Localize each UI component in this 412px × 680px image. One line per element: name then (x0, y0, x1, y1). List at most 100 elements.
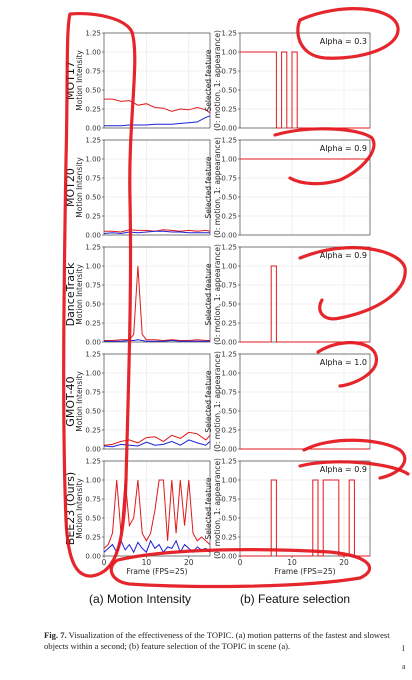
right-panel-4: 0.00 0.25 0.50 0.75 1.00 1.25 Selected feature… (204, 458, 371, 576)
y-tick-label: 0.25 (221, 213, 237, 221)
annotation-stroke (109, 548, 372, 589)
plot-frame (239, 353, 371, 450)
y-tick-label: 0.00 (221, 125, 237, 133)
y-axis-label: Motion Intensity (75, 157, 84, 218)
scene-label: GMOT-40 (64, 376, 77, 426)
left-panel-2: 0.00 0.25 0.50 0.75 1.00 1.25 Motion Intensity (75, 244, 211, 347)
x-tick-label: 20 (339, 558, 349, 567)
y-tick-label: 1.25 (85, 30, 101, 38)
right-series-line-0 (240, 265, 370, 343)
y-tick-label: 1.00 (221, 156, 237, 164)
y-tick-label: 0.25 (221, 106, 237, 114)
y-tick-label: 0.00 (221, 339, 237, 347)
y-tick-label: 0.50 (221, 408, 237, 416)
y-axis-label-line1: Selected feature (204, 370, 213, 432)
y-tick-label: 1.25 (221, 458, 237, 466)
annotation-stroke (298, 460, 410, 476)
x-tick-label: 20 (184, 558, 194, 567)
y-tick-label: 0.00 (85, 446, 101, 454)
y-tick-label: 1.00 (85, 156, 101, 164)
y-axis-label: Motion Intensity (75, 371, 84, 432)
left-series-line-1 (104, 339, 210, 342)
y-tick-label: 0.50 (221, 301, 237, 309)
annotation-stroke (62, 12, 137, 578)
left-panel-3: 0.00 0.25 0.50 0.75 1.00 1.25 Motion Intensity (75, 351, 211, 454)
right-panel-0: 0.00 0.25 0.50 0.75 1.00 1.25 Selected feature… (204, 30, 371, 133)
x-axis-label: Frame (FPS=25) (126, 567, 187, 576)
right-panel-2: 0.00 0.25 0.50 0.75 1.00 1.25 Selected feature… (204, 244, 371, 347)
y-tick-label: 0.25 (85, 427, 101, 435)
left-panel-0: 0.00 0.25 0.50 0.75 1.00 1.25 Motion Intensity (75, 30, 211, 133)
y-tick-label: 0.75 (85, 68, 101, 76)
y-tick-label: 0.50 (221, 515, 237, 523)
y-tick-label: 0.75 (85, 282, 101, 290)
y-tick-label: 0.25 (221, 320, 237, 328)
annotation-stroke (316, 341, 378, 388)
handwritten-annotations (62, 7, 410, 589)
y-tick-label: 0.50 (221, 194, 237, 202)
plot-frame (239, 139, 371, 236)
sublabel-a: (a) Motion Intensity (89, 592, 192, 606)
edge-text-2: a (402, 662, 406, 671)
y-tick-label: 0.50 (221, 87, 237, 95)
y-tick-label: 0.25 (85, 534, 101, 542)
y-tick-label: 0.00 (221, 446, 237, 454)
plot-frame (103, 32, 211, 129)
y-tick-label: 0.50 (85, 194, 101, 202)
y-tick-label: 1.25 (85, 137, 101, 145)
y-tick-label: 1.00 (221, 263, 237, 271)
y-tick-label: 0.00 (221, 553, 237, 561)
left-series-line-0 (104, 265, 210, 342)
y-tick-label: 0.00 (85, 125, 101, 133)
y-tick-label: 1.25 (221, 244, 237, 252)
right-panel-3: 0.00 0.25 0.50 0.75 1.00 1.25 Selected feature… (204, 351, 371, 454)
y-axis-label-line2: (0: motion, 1: appearance) (213, 244, 222, 345)
y-tick-label: 0.00 (85, 232, 101, 240)
right-series-line-0 (240, 479, 370, 557)
y-tick-label: 0.75 (85, 389, 101, 397)
y-tick-label: 0.50 (85, 408, 101, 416)
y-tick-label: 0.75 (221, 496, 237, 504)
y-axis-label-line2: (0: motion, 1: appearance) (213, 137, 222, 238)
y-axis-label-line1: Selected feature (204, 49, 213, 111)
left-series-line-0 (104, 98, 211, 114)
y-tick-label: 1.00 (221, 477, 237, 485)
y-tick-label: 1.25 (85, 244, 101, 252)
left-series-line-1 (103, 439, 211, 448)
y-axis-label-line2: (0: motion, 1: appearance) (213, 351, 222, 452)
y-axis-label: Motion Intensity (75, 264, 84, 325)
y-tick-label: 1.00 (221, 49, 237, 57)
right-series-line-0 (240, 51, 370, 129)
annotation-stroke (273, 127, 376, 186)
left-series-line-1 (104, 115, 211, 127)
y-tick-label: 1.00 (85, 263, 101, 271)
y-tick-label: 0.00 (221, 232, 237, 240)
alpha-label: Alpha = 1.0 (320, 358, 367, 367)
y-tick-label: 1.25 (221, 137, 237, 145)
edge-text-1: I (402, 644, 405, 653)
sublabel-b: (b) Feature selection (240, 592, 351, 606)
scene-label: DanceTrack (64, 262, 77, 326)
figure-caption: Fig. 7. Visualization of the effectivene… (44, 630, 396, 652)
y-tick-label: 1.25 (221, 351, 237, 359)
y-tick-label: 0.75 (85, 175, 101, 183)
plot-frame (103, 139, 211, 236)
left-series-line-0 (104, 229, 211, 233)
y-tick-label: 0.00 (85, 339, 101, 347)
left-panel-4: 0.00 0.25 0.50 0.75 1.00 1.25 Motion Intensity… (75, 458, 211, 576)
y-tick-label: 0.75 (221, 175, 237, 183)
y-tick-label: 1.25 (85, 458, 101, 466)
y-axis-label-line1: Selected feature (204, 156, 213, 218)
y-tick-label: 1.00 (85, 49, 101, 57)
y-tick-label: 1.00 (85, 477, 101, 485)
left-panel-1: 0.00 0.25 0.50 0.75 1.00 1.25 Motion Intensity (75, 137, 211, 240)
y-tick-label: 1.00 (221, 370, 237, 378)
caption-label: Fig. 7. (44, 630, 67, 640)
y-tick-label: 0.50 (85, 301, 101, 309)
y-tick-label: 0.50 (85, 87, 101, 95)
x-tick-label: 0 (102, 558, 107, 567)
y-tick-label: 0.75 (221, 389, 237, 397)
y-tick-label: 0.75 (221, 68, 237, 76)
x-tick-label: 0 (238, 558, 243, 567)
